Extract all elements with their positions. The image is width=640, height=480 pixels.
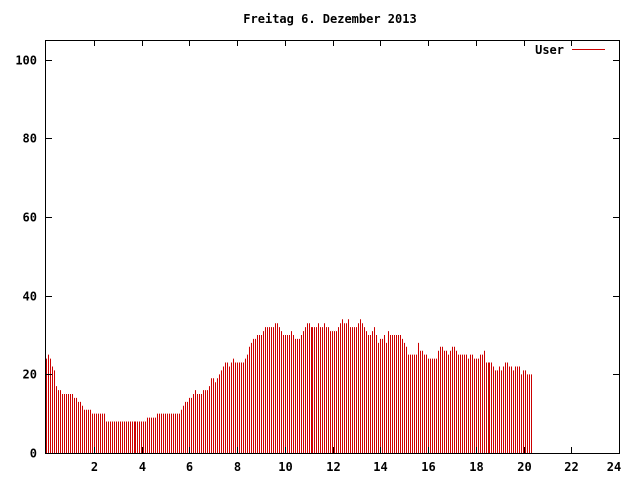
- y-tick-label: 60: [23, 211, 37, 225]
- x-tick-label: 24: [607, 460, 621, 474]
- x-axis: 2 4 6 8 10 12 14 16 18 20 22 24: [91, 40, 621, 474]
- x-tick-label: 6: [186, 460, 193, 474]
- y-tick-label: 40: [23, 290, 37, 304]
- x-tick-label: 2: [91, 460, 98, 474]
- x-tick-label: 16: [421, 460, 435, 474]
- x-tick-label: 14: [373, 460, 387, 474]
- legend: User: [535, 43, 605, 57]
- x-tick-label: 18: [469, 460, 483, 474]
- x-tick-label: 12: [326, 460, 340, 474]
- x-tick-label: 8: [234, 460, 241, 474]
- y-tick-label: 80: [23, 132, 37, 146]
- x-tick-label: 4: [139, 460, 146, 474]
- chart-title: Freitag 6. Dezember 2013: [243, 12, 416, 26]
- y-tick-label: 0: [30, 447, 37, 461]
- y-tick-label: 20: [23, 368, 37, 382]
- x-tick-label: 10: [278, 460, 292, 474]
- x-tick-label: 20: [517, 460, 531, 474]
- x-tick-label: 22: [564, 460, 578, 474]
- y-tick-label: 100: [15, 54, 37, 68]
- y-axis: 0 20 40 60 80 100: [15, 54, 619, 461]
- plot-frame: [45, 40, 620, 454]
- legend-label: User: [535, 43, 564, 57]
- bars-layer: [46, 319, 532, 453]
